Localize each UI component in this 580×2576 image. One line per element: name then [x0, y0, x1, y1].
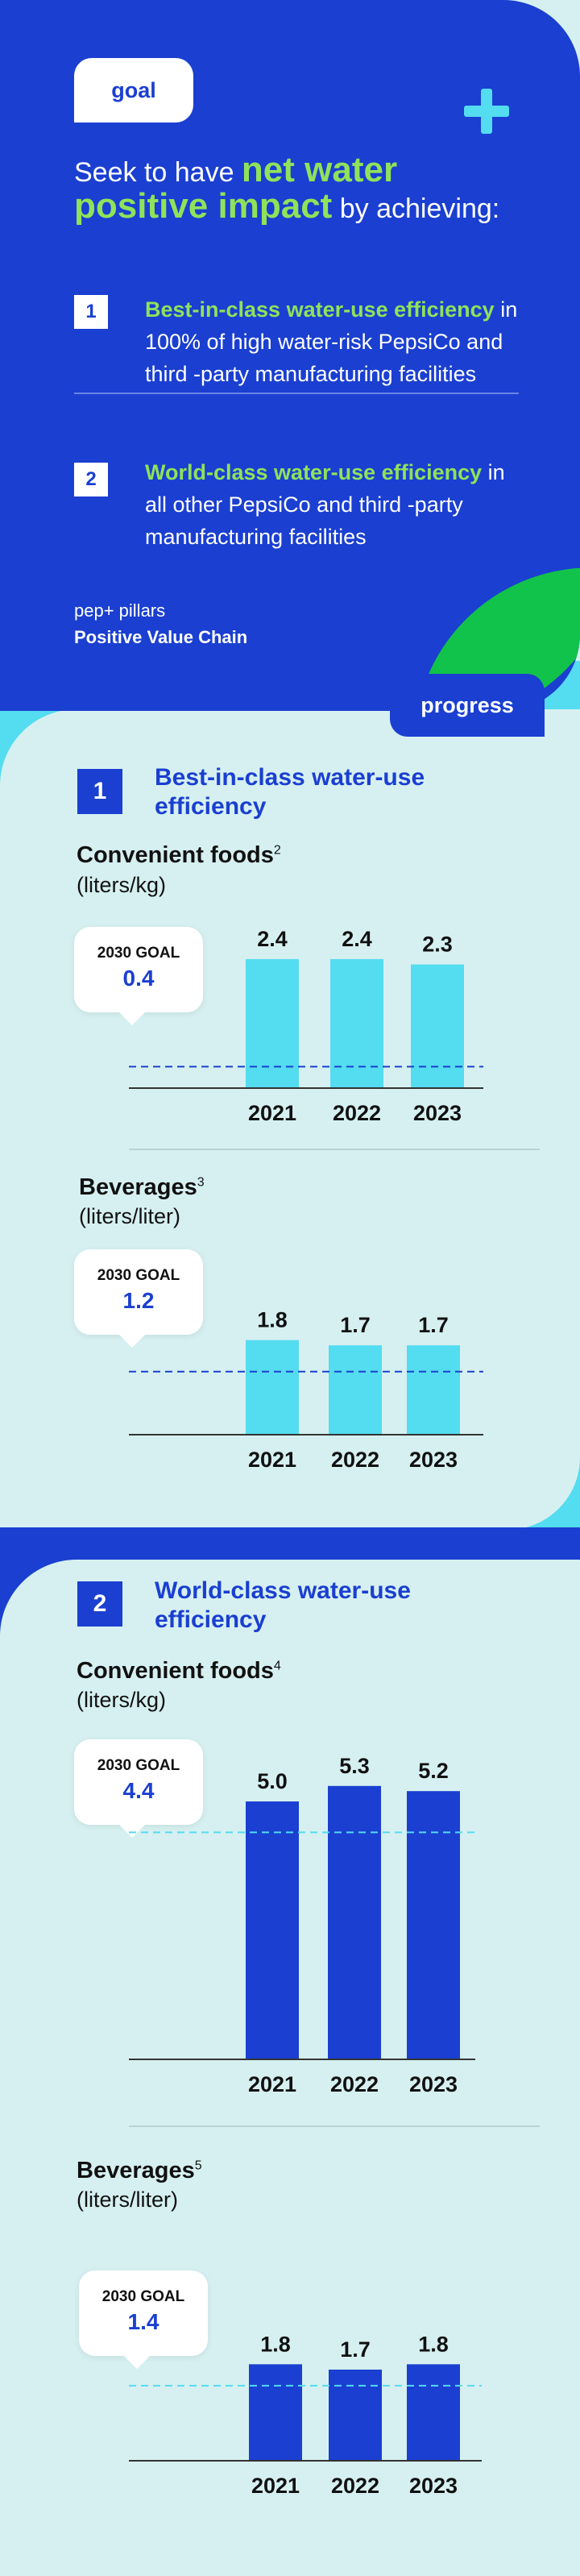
- data-label: 1.7: [418, 1313, 449, 1337]
- chart-2-goal-label: 2030 GOAL: [97, 1267, 180, 1284]
- chart-3-goal-label: 2030 GOAL: [97, 1757, 180, 1774]
- plus-icon: [464, 89, 509, 134]
- x-tick-label: 2023: [409, 1448, 458, 1472]
- bar-2021: [246, 1340, 299, 1435]
- data-label: 1.7: [340, 1313, 371, 1337]
- chart-1-bars: 2.4 2021 2.4 2022 2.3 2023: [129, 927, 483, 1125]
- goal-item-2-number: 2: [74, 463, 108, 497]
- x-tick-label: 2023: [413, 1101, 462, 1125]
- bar-2022: [330, 958, 383, 1088]
- chart-2-bars: 1.8 2021 1.7 2022 1.7 2023: [129, 1308, 483, 1472]
- x-tick-label: 2023: [409, 2072, 458, 2096]
- headline-post: by achieving:: [332, 193, 500, 224]
- pillar-name: Positive Value Chain: [74, 627, 248, 647]
- pillar-label: pep+ pillars: [74, 600, 166, 621]
- chart-2-title-text: Beverages: [79, 1174, 197, 1200]
- goal-item-1-rest: in 100% of high water-risk PepsiCo and t…: [145, 297, 518, 386]
- goal-item-1-number: 1: [74, 295, 108, 329]
- chart-3-title: Convenient foods4: [77, 1658, 281, 1685]
- chart-4-title: Beverages5: [77, 2158, 202, 2184]
- section-1-number: 1: [77, 769, 122, 814]
- bar-2022: [328, 1785, 381, 2059]
- bar-2023: [407, 2364, 460, 2461]
- chart-4-title-text: Beverages: [77, 2158, 195, 2183]
- bar-2021: [246, 958, 299, 1088]
- chart-1-title-text: Convenient foods: [77, 842, 274, 868]
- chart-4-bars: 1.8 2021 1.7 2022 1.8 2023: [129, 2332, 482, 2498]
- section-1-title: Best-in-class water-use efficiency: [155, 764, 425, 820]
- chart-4-footnote: 5: [194, 2158, 202, 2173]
- bar-2021: [249, 2364, 302, 2461]
- x-tick-label: 2021: [251, 2474, 300, 2498]
- x-tick-label: 2021: [248, 1448, 296, 1472]
- chart-4-goal-value: 1.4: [127, 2309, 160, 2334]
- chart-1-title: Convenient foods2: [77, 842, 281, 869]
- x-tick-label: 2022: [331, 1448, 379, 1472]
- chart-separator: [129, 2125, 540, 2127]
- chart-1-goal-label: 2030 GOAL: [97, 945, 180, 962]
- chart-3-unit: (liters/kg): [77, 1688, 167, 1712]
- goal-headline: Seek to have net water positive impact b…: [74, 150, 525, 226]
- data-label: 1.7: [340, 2337, 371, 2362]
- section-2-title: World-class water-use efficiency: [155, 1577, 411, 1633]
- data-label: 2.4: [342, 927, 372, 951]
- chart-2-goal-value: 1.2: [122, 1288, 155, 1313]
- data-label: 2.3: [422, 933, 453, 957]
- goal-item-1-highlight: Best-in-class water-use efficiency: [145, 297, 495, 322]
- chart-3-footnote: 4: [273, 1659, 281, 1673]
- x-tick-label: 2021: [248, 1101, 296, 1125]
- data-label: 2.4: [257, 927, 288, 951]
- bar-2023: [407, 1345, 460, 1435]
- bar-2023: [411, 964, 464, 1088]
- chart-3-bars: 5.0 2021 5.3 2022 5.2 2023: [129, 1754, 475, 2096]
- bar-2023: [407, 1791, 460, 2059]
- data-label: 5.0: [257, 1769, 288, 1793]
- chart-3-goal-bubble: 2030 GOAL 4.4: [74, 1739, 203, 1838]
- x-tick-label: 2022: [330, 2072, 379, 2096]
- chart-separator: [129, 1149, 540, 1150]
- x-tick-label: 2023: [409, 2474, 458, 2498]
- chart-2-unit: (liters/liter): [79, 1204, 180, 1228]
- chart-1-unit: (liters/kg): [77, 873, 167, 897]
- goal-item-1-text: Best-in-class water-use efficiency in 10…: [145, 293, 524, 390]
- goal-divider: [74, 393, 519, 394]
- data-label: 1.8: [418, 2332, 449, 2356]
- chart-1-footnote: 2: [273, 843, 281, 858]
- headline-highlight: net water positive impact: [74, 150, 398, 226]
- goal-item-2-rest: in all other PepsiCo and third -party ma…: [145, 460, 505, 549]
- chart-3-goal-value: 4.4: [122, 1778, 155, 1803]
- chart-2-footnote: 3: [197, 1175, 205, 1190]
- data-label: 5.3: [339, 1754, 370, 1778]
- chart-4-goal-bubble: 2030 GOAL 1.4: [79, 2271, 208, 2369]
- goal-item-2-text: World-class water-use efficiency in all …: [145, 456, 524, 553]
- chart-1-goal-value: 0.4: [122, 966, 155, 991]
- bar-2021: [246, 1801, 299, 2059]
- bar-2022: [329, 2369, 382, 2461]
- chart-4-goal-label: 2030 GOAL: [102, 2288, 185, 2305]
- chart-1-goal-bubble: 2030 GOAL 0.4: [74, 927, 203, 1025]
- data-label: 1.8: [257, 1308, 288, 1332]
- goal-tag: goal: [74, 58, 193, 123]
- chart-4-unit: (liters/liter): [77, 2188, 178, 2212]
- x-tick-label: 2021: [248, 2072, 296, 2096]
- chart-3-title-text: Convenient foods: [77, 1658, 274, 1684]
- chart-2-title: Beverages3: [79, 1174, 205, 1201]
- section-2-number: 2: [77, 1581, 122, 1627]
- data-label: 5.2: [418, 1759, 449, 1783]
- bar-2022: [329, 1345, 382, 1435]
- x-tick-label: 2022: [333, 1101, 381, 1125]
- x-tick-label: 2022: [331, 2474, 379, 2498]
- progress-tag: progress: [390, 674, 545, 737]
- chart-2-goal-bubble: 2030 GOAL 1.2: [74, 1249, 203, 1348]
- goal-item-2-highlight: World-class water-use efficiency: [145, 460, 483, 484]
- headline-pre: Seek to have: [74, 157, 242, 188]
- data-label: 1.8: [260, 2332, 291, 2356]
